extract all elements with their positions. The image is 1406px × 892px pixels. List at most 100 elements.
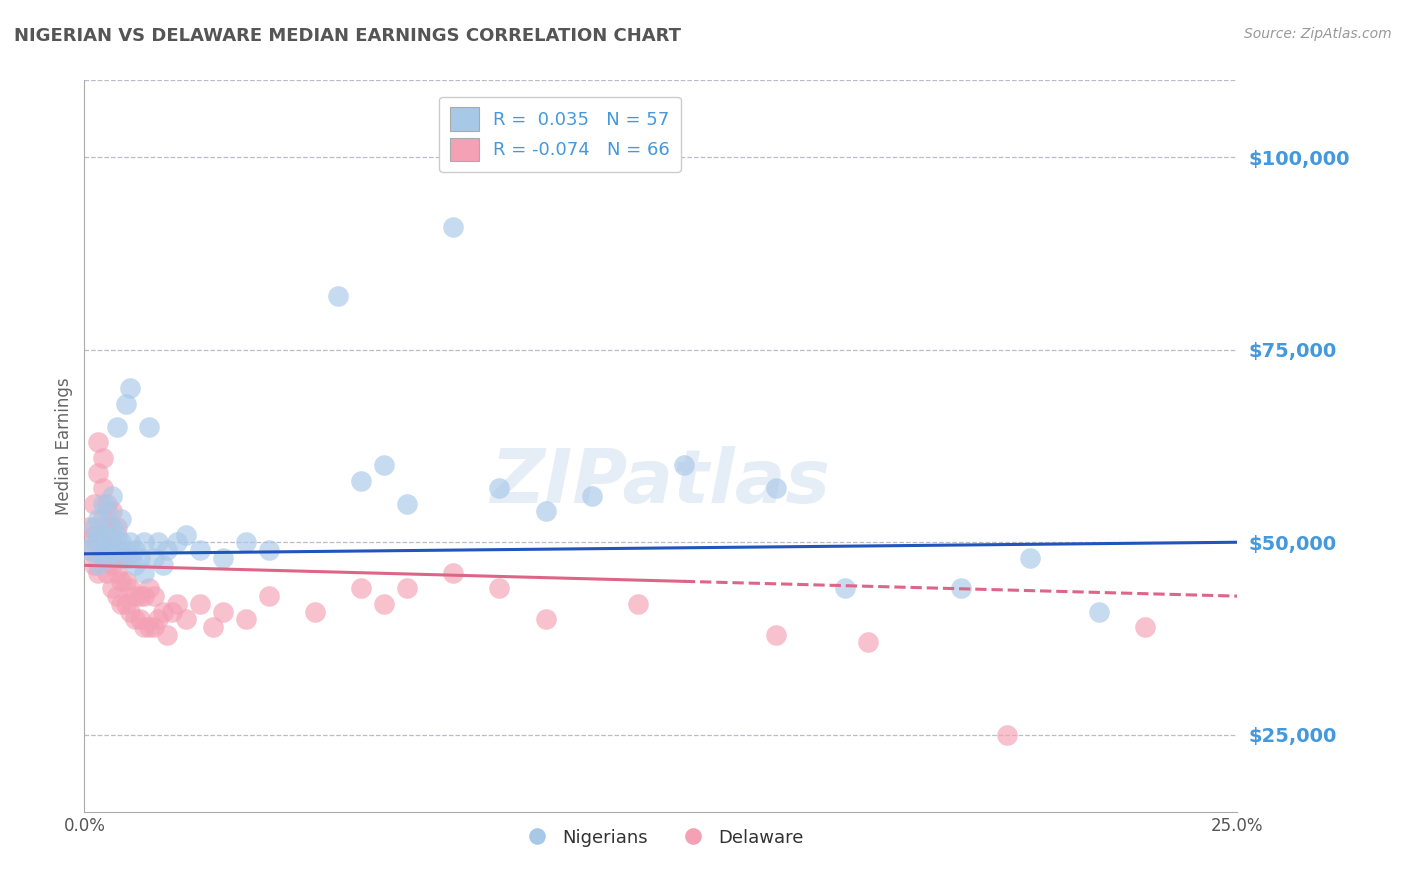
Point [373,458,395,473]
Point [120,582,142,596]
Point [96,543,118,558]
Point [257,589,280,603]
Point [105,589,128,603]
Point [396,497,419,511]
Point [211,550,233,565]
Point [581,489,603,503]
Point [101,582,124,596]
Point [115,574,138,588]
Point [124,558,146,573]
Point [174,612,197,626]
Point [91,450,114,465]
Point [87,435,110,450]
Point [77,520,100,534]
Point [138,620,160,634]
Point [96,543,118,558]
Point [105,419,128,434]
Y-axis label: Median Earnings: Median Earnings [55,377,73,515]
Point [124,612,146,626]
Point [77,543,100,558]
Point [91,550,114,565]
Point [156,543,179,558]
Point [142,589,165,603]
Point [83,520,105,534]
Point [134,620,156,634]
Point [134,566,156,580]
Point [488,582,510,596]
Point [110,550,132,565]
Point [350,582,373,596]
Point [142,620,165,634]
Point [101,535,124,549]
Point [83,527,105,541]
Point [134,535,156,549]
Point [124,589,146,603]
Point [373,597,395,611]
Point [96,550,118,565]
Point [166,597,188,611]
Point [350,474,373,488]
Point [257,543,280,558]
Legend: Nigerians, Delaware: Nigerians, Delaware [512,822,810,854]
Point [96,527,118,541]
Point [211,605,233,619]
Point [142,550,165,565]
Point [91,481,114,495]
Point [146,535,169,549]
Point [304,605,326,619]
Point [96,504,118,518]
Point [101,535,124,549]
Point [672,458,695,473]
Point [101,558,124,573]
Point [138,582,160,596]
Point [105,566,128,580]
Point [146,612,169,626]
Point [91,512,114,526]
Point [765,627,787,641]
Point [152,605,174,619]
Point [202,620,225,634]
Point [1018,550,1040,565]
Point [834,582,856,596]
Point [396,582,419,596]
Point [105,527,128,541]
Point [120,605,142,619]
Text: ZIPatlas: ZIPatlas [491,446,831,519]
Text: NIGERIAN VS DELAWARE MEDIAN EARNINGS CORRELATION CHART: NIGERIAN VS DELAWARE MEDIAN EARNINGS COR… [14,27,681,45]
Point [91,535,114,549]
Point [627,597,650,611]
Point [96,497,118,511]
Point [152,558,174,573]
Point [534,504,557,518]
Point [115,597,138,611]
Point [166,535,188,549]
Point [83,535,105,549]
Point [110,535,132,549]
Point [110,512,132,526]
Point [188,543,211,558]
Point [87,558,110,573]
Point [174,527,197,541]
Point [105,520,128,534]
Point [83,558,105,573]
Point [488,481,510,495]
Point [858,635,880,649]
Point [120,550,142,565]
Point [110,574,132,588]
Point [105,543,128,558]
Point [128,550,150,565]
Point [128,589,150,603]
Text: Source: ZipAtlas.com: Source: ZipAtlas.com [1244,27,1392,41]
Point [87,512,110,526]
Point [96,520,118,534]
Point [96,566,118,580]
Point [188,597,211,611]
Point [326,289,349,303]
Point [115,550,138,565]
Point [101,504,124,518]
Point [441,219,464,234]
Point [235,612,257,626]
Point [101,520,124,534]
Point [138,419,160,434]
Point [91,497,114,511]
